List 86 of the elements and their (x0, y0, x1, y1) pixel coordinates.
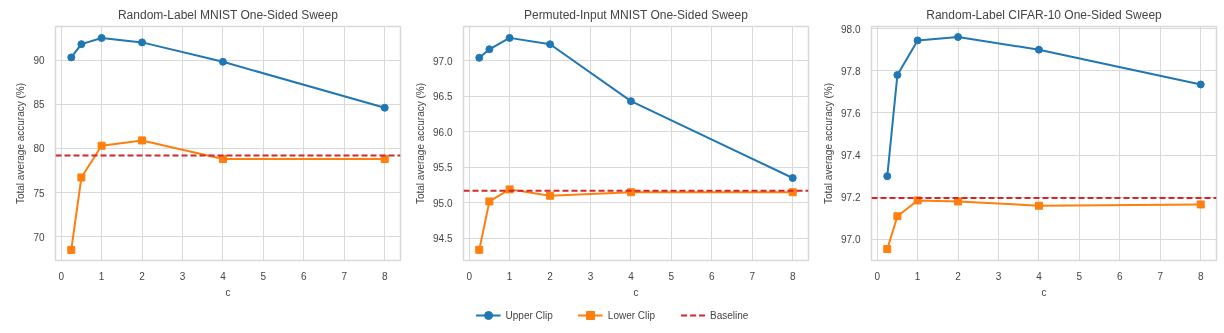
point (893, 212, 902, 221)
point (1196, 80, 1205, 89)
y-tick-label: 94.5 (433, 233, 453, 245)
x-tick-label: 5 (260, 270, 267, 282)
x-tick-label: 1 (98, 270, 105, 282)
point (788, 174, 797, 182)
point (485, 197, 494, 206)
y-tick-label: 96.5 (433, 91, 453, 103)
x-tick-label: 4 (628, 270, 635, 282)
point (893, 70, 902, 79)
x-tick-label: 7 (341, 270, 348, 282)
y-tick-label: 97.2 (841, 192, 861, 204)
x-tick-label: 3 (587, 270, 594, 282)
y-axis-title: Total average accuracy (%) (415, 82, 427, 205)
point (77, 173, 86, 182)
x-tick-label: 4 (220, 270, 227, 282)
point (1034, 45, 1043, 54)
y-tick-label: 97.0 (433, 55, 453, 67)
y-tick-label: 97.4 (841, 150, 861, 162)
x-tick-label: 2 (955, 270, 962, 282)
x-axis-title: c (1041, 286, 1047, 298)
point (954, 197, 963, 206)
point (475, 245, 484, 254)
point (546, 40, 555, 49)
point (67, 245, 76, 254)
x-axis-title: c (225, 286, 231, 298)
point (380, 103, 389, 112)
point (626, 97, 635, 106)
y-tick-label: 80 (33, 143, 45, 155)
point (505, 33, 514, 42)
y-tick-label: 97.0 (841, 234, 861, 246)
y-tick-label: 85 (33, 99, 45, 111)
point (138, 136, 147, 145)
point (138, 38, 147, 47)
point (913, 36, 922, 45)
x-tick-label: 0 (466, 270, 473, 282)
y-tick-label: 70 (33, 231, 45, 243)
x-tick-label: 2 (139, 270, 146, 282)
y-tick-label: 96.0 (433, 126, 453, 138)
point (67, 53, 76, 62)
x-tick-label: 5 (1076, 270, 1083, 282)
x-tick-label: 3 (179, 270, 186, 282)
legend-label: Upper Clip (505, 309, 553, 321)
y-tick-label: 97.8 (841, 65, 861, 77)
y-tick-label: 95.5 (433, 162, 453, 174)
legend-label: Lower Clip (607, 309, 656, 321)
y-tick-label: 90 (33, 55, 45, 67)
y-tick-label: 98.0 (841, 23, 861, 35)
x-tick-label: 8 (1197, 270, 1204, 282)
y-tick-label: 97.6 (841, 107, 861, 119)
x-tick-label: 2 (547, 270, 554, 282)
x-tick-label: 6 (709, 270, 716, 282)
x-tick-label: 6 (301, 270, 308, 282)
y-tick-label: 75 (33, 187, 45, 199)
legend-label: Baseline (710, 309, 749, 321)
point (475, 53, 484, 62)
chart-title: Random-Label MNIST One-Sided Sweep (117, 7, 339, 22)
x-tick-label: 1 (506, 270, 513, 282)
x-axis-title: c (633, 286, 639, 298)
x-tick-label: 6 (1117, 270, 1124, 282)
y-axis-title: Total average accuracy (%) (823, 82, 835, 205)
point (97, 33, 106, 42)
y-tick-label: 95.0 (433, 197, 453, 209)
point (218, 57, 227, 66)
chart-title: Permuted-Input MNIST One-Sided Sweep (523, 7, 749, 22)
x-tick-label: 1 (914, 270, 921, 282)
x-tick-label: 8 (381, 270, 388, 282)
point (954, 33, 963, 42)
point (1034, 201, 1043, 210)
x-tick-label: 7 (1157, 270, 1164, 282)
point (77, 40, 86, 49)
point (883, 245, 892, 254)
x-tick-label: 5 (668, 270, 675, 282)
x-tick-label: 0 (874, 270, 881, 282)
x-tick-label: 0 (58, 270, 65, 282)
point (546, 191, 555, 200)
y-axis-title: Total average accuracy (%) (15, 82, 27, 205)
point (883, 172, 892, 181)
chart-title: Random-Label CIFAR-10 One-Sided Sweep (926, 7, 1163, 22)
point (1196, 200, 1205, 209)
x-tick-label: 7 (749, 270, 756, 282)
point (97, 141, 106, 150)
x-tick-label: 4 (1036, 270, 1043, 282)
point (485, 45, 494, 54)
x-tick-label: 8 (789, 270, 796, 282)
x-tick-label: 3 (995, 270, 1002, 282)
